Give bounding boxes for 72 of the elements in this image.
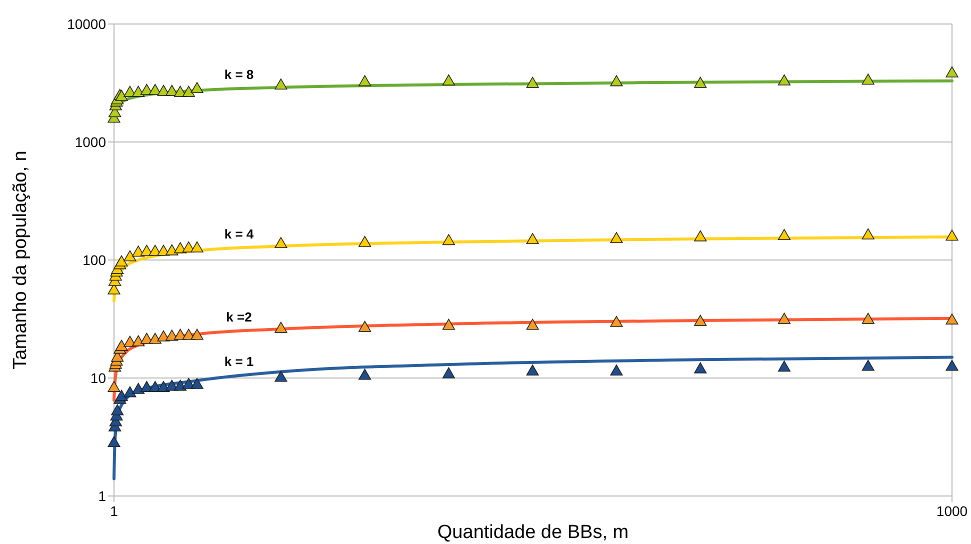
- point: [132, 86, 145, 97]
- annotation: k = 4: [224, 226, 254, 242]
- point: [132, 335, 145, 346]
- point: [182, 86, 195, 97]
- point: [442, 74, 455, 86]
- point: [274, 237, 288, 248]
- point: [778, 360, 791, 372]
- y-tick-label: 1000: [74, 134, 106, 150]
- y-tick-label: 1: [98, 488, 106, 504]
- point: [694, 76, 707, 88]
- point: [946, 230, 958, 241]
- point: [526, 318, 539, 330]
- point: [190, 378, 204, 389]
- point: [190, 82, 204, 94]
- point: [862, 360, 874, 371]
- point: [694, 230, 707, 242]
- point: [140, 332, 153, 344]
- point: [442, 318, 455, 330]
- point: [274, 322, 288, 333]
- point: [694, 362, 707, 374]
- point: [358, 236, 372, 247]
- y-tick-label: 10: [90, 370, 106, 386]
- point: [190, 328, 204, 340]
- point: [610, 364, 623, 376]
- point: [358, 368, 372, 380]
- point: [148, 84, 162, 95]
- y-axis-title: Tamanho da população, n: [10, 150, 31, 370]
- point: [166, 244, 178, 256]
- point: [778, 229, 791, 240]
- point: [946, 360, 958, 371]
- point: [778, 312, 791, 324]
- point: [862, 228, 874, 240]
- point: [124, 386, 136, 398]
- point: [115, 255, 128, 266]
- point: [115, 390, 128, 401]
- point: [157, 380, 170, 392]
- y-tick-label: 100: [82, 252, 106, 268]
- point: [108, 380, 120, 392]
- point: [862, 74, 874, 85]
- point: [182, 241, 195, 252]
- point: [132, 382, 145, 394]
- annotation: k =2: [226, 310, 252, 325]
- point: [778, 74, 791, 86]
- point: [526, 364, 539, 376]
- point: [115, 340, 128, 351]
- point: [610, 75, 623, 86]
- point: [124, 250, 136, 262]
- point: [358, 75, 372, 86]
- point: [148, 332, 162, 344]
- x-axis-title: Quantidade de BBs, m: [437, 522, 629, 543]
- point: [946, 313, 958, 324]
- point: [157, 330, 170, 342]
- point: [442, 234, 455, 246]
- annotation: k = 1: [224, 354, 254, 370]
- point: [274, 78, 288, 90]
- point: [526, 76, 539, 88]
- point: [862, 312, 874, 324]
- point: [694, 314, 707, 326]
- point: [358, 320, 372, 332]
- point: [610, 316, 623, 327]
- point: [190, 241, 204, 252]
- point: [108, 436, 120, 448]
- point: [442, 367, 455, 378]
- point: [174, 328, 187, 340]
- point: [274, 370, 288, 382]
- point: [610, 232, 623, 244]
- point: [526, 233, 539, 244]
- annotation: k = 8: [224, 66, 254, 82]
- y-tick-label: 10000: [67, 16, 106, 32]
- point: [946, 66, 958, 78]
- point: [174, 86, 187, 97]
- point: [111, 404, 124, 416]
